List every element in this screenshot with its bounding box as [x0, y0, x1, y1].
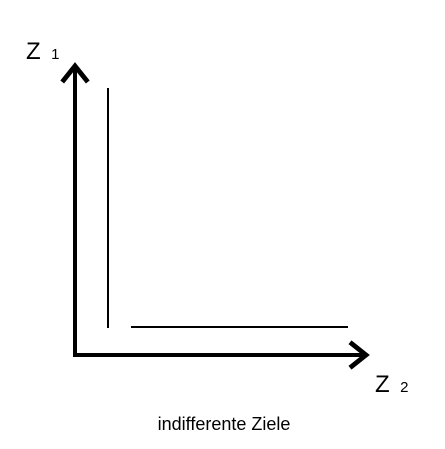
x-axis-label: Z 2: [375, 371, 408, 398]
y-axis-label: Z 1: [26, 38, 59, 65]
diagram-caption: indifferente Ziele: [158, 414, 291, 434]
y-axis-index: 1: [51, 46, 59, 63]
y-axis-letter: Z: [26, 38, 41, 65]
x-axis-index: 2: [400, 379, 408, 396]
x-axis-letter: Z: [375, 371, 390, 398]
